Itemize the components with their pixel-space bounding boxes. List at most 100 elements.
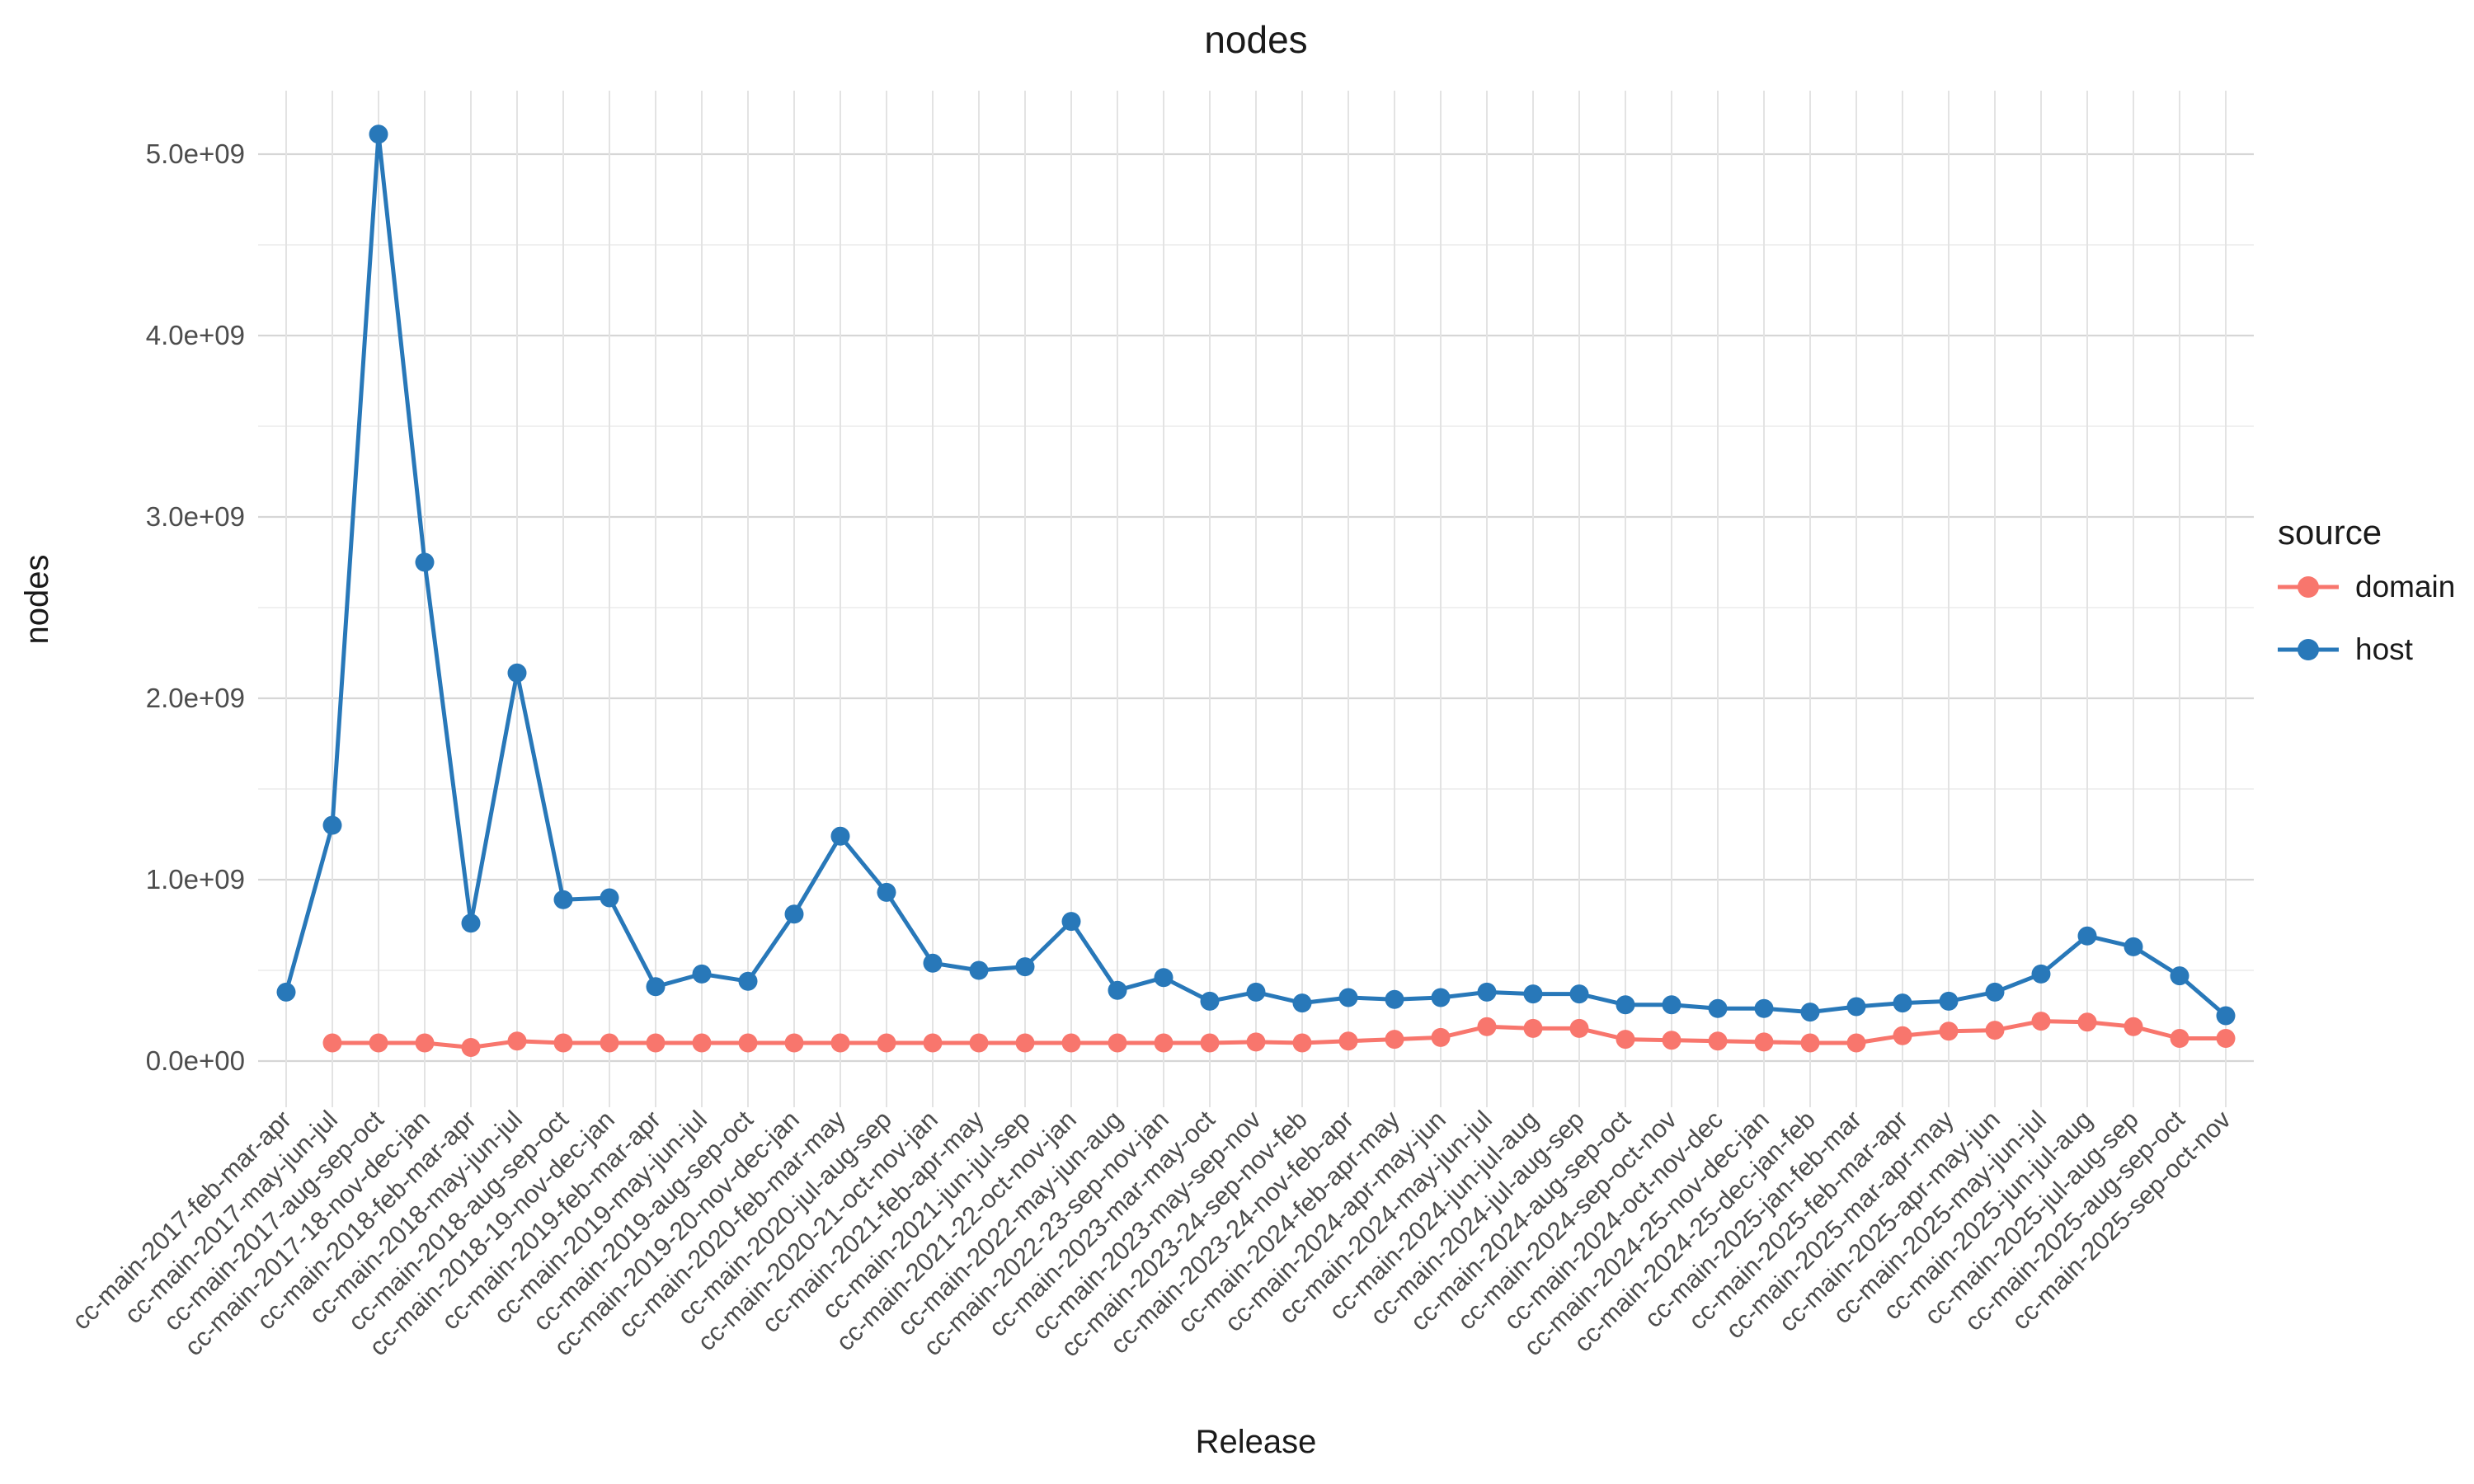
data-point-domain: [415, 1033, 435, 1053]
data-point-domain: [1662, 1031, 1681, 1050]
data-point-domain: [923, 1033, 943, 1053]
data-point-host: [969, 960, 989, 980]
data-point-host: [1800, 1003, 1820, 1022]
data-point-domain: [1985, 1021, 2005, 1040]
data-point-domain: [1523, 1018, 1543, 1038]
data-point-domain: [1431, 1027, 1451, 1047]
data-point-host: [1985, 982, 2005, 1002]
data-point-host: [1246, 982, 1266, 1002]
data-point-host: [600, 888, 619, 908]
y-tick-label: 0.0e+00: [146, 1045, 245, 1076]
data-point-host: [1200, 991, 1220, 1011]
data-point-host: [1662, 995, 1681, 1015]
data-point-domain: [2124, 1017, 2143, 1036]
data-point-domain: [830, 1033, 850, 1053]
legend-item-host: host: [2278, 632, 2414, 666]
x-axis-title: Release: [1196, 1424, 1317, 1460]
data-point-domain: [2031, 1012, 2051, 1031]
data-point-host: [2216, 1006, 2236, 1026]
data-point-host: [646, 977, 666, 997]
data-point-host: [1292, 993, 1312, 1013]
data-point-host: [692, 964, 712, 984]
data-point-domain: [877, 1033, 896, 1053]
data-point-host: [1616, 995, 1635, 1015]
data-point-domain: [1939, 1021, 1959, 1041]
data-point-domain: [600, 1033, 619, 1053]
data-point-domain: [1338, 1031, 1358, 1051]
axis-layer: 0.0e+00 1.0e+09 2.0e+09 3.0e+09 4.0e+09 5.0e+…: [67, 139, 2237, 1362]
legend-title: source: [2278, 513, 2382, 552]
legend-label-domain: domain: [2355, 570, 2455, 603]
data-point-host: [1569, 984, 1589, 1004]
data-point-domain: [322, 1033, 342, 1053]
grid-layer: [258, 91, 2254, 1107]
data-point-host: [2077, 926, 2097, 946]
data-point-domain: [553, 1033, 573, 1053]
legend-label-host: host: [2355, 632, 2414, 666]
data-point-host: [1338, 988, 1358, 1007]
data-point-host: [830, 826, 850, 846]
data-point-domain: [1246, 1032, 1266, 1052]
data-point-domain: [507, 1031, 527, 1051]
data-point-domain: [1385, 1030, 1404, 1050]
plot-title: nodes: [1204, 18, 1307, 61]
data-point-domain: [2077, 1012, 2097, 1032]
data-point-host: [877, 882, 896, 902]
legend-key-domain-icon: [2278, 576, 2339, 598]
data-point-domain: [1292, 1033, 1312, 1053]
data-point-domain: [1893, 1026, 1912, 1045]
data-point-domain: [692, 1033, 712, 1053]
data-point-domain: [1616, 1030, 1635, 1050]
legend-key-host-icon: [2278, 639, 2339, 660]
data-point-domain: [461, 1038, 481, 1057]
data-point-domain: [1108, 1033, 1127, 1053]
data-point-host: [1061, 912, 1081, 932]
data-point-host: [1431, 988, 1451, 1007]
data-point-host: [1754, 998, 1774, 1018]
data-point-domain: [738, 1033, 758, 1053]
y-axis-title: nodes: [19, 555, 55, 645]
series-layer: [276, 124, 2236, 1057]
data-point-host: [1893, 993, 1912, 1013]
data-point-host: [738, 971, 758, 991]
data-point-host: [2170, 966, 2189, 986]
data-point-domain: [2170, 1029, 2189, 1048]
legend-item-domain: domain: [2278, 570, 2455, 603]
data-point-host: [2031, 964, 2051, 984]
data-point-domain: [1061, 1033, 1081, 1053]
data-point-domain: [1846, 1033, 1866, 1053]
data-point-host: [1523, 984, 1543, 1004]
data-point-host: [322, 815, 342, 835]
legend: source domain host: [2278, 513, 2455, 666]
data-point-domain: [1754, 1032, 1774, 1052]
data-point-domain: [1200, 1033, 1220, 1053]
y-tick-label: 2.0e+09: [146, 683, 245, 713]
data-point-host: [2124, 937, 2143, 956]
data-point-domain: [1154, 1033, 1174, 1053]
data-point-domain: [1800, 1033, 1820, 1053]
data-point-domain: [2216, 1029, 2236, 1048]
data-point-host: [1108, 980, 1127, 1000]
y-tick-label: 5.0e+09: [146, 139, 245, 169]
data-point-host: [1939, 991, 1959, 1011]
data-point-host: [1708, 998, 1728, 1018]
y-tick-label: 3.0e+09: [146, 501, 245, 532]
data-point-domain: [969, 1033, 989, 1053]
y-tick-label: 1.0e+09: [146, 864, 245, 895]
data-point-host: [415, 552, 435, 572]
data-point-domain: [1015, 1033, 1035, 1053]
data-point-host: [461, 913, 481, 933]
data-point-host: [507, 663, 527, 683]
data-point-host: [923, 953, 943, 973]
y-tick-label: 4.0e+09: [146, 320, 245, 350]
data-point-host: [276, 982, 296, 1002]
data-point-host: [1385, 989, 1404, 1009]
data-point-host: [784, 904, 804, 924]
data-point-domain: [1569, 1018, 1589, 1038]
data-point-host: [1154, 968, 1174, 988]
data-point-domain: [1708, 1031, 1728, 1051]
data-point-domain: [1477, 1017, 1497, 1036]
data-point-host: [1477, 982, 1497, 1002]
data-point-host: [1015, 957, 1035, 977]
